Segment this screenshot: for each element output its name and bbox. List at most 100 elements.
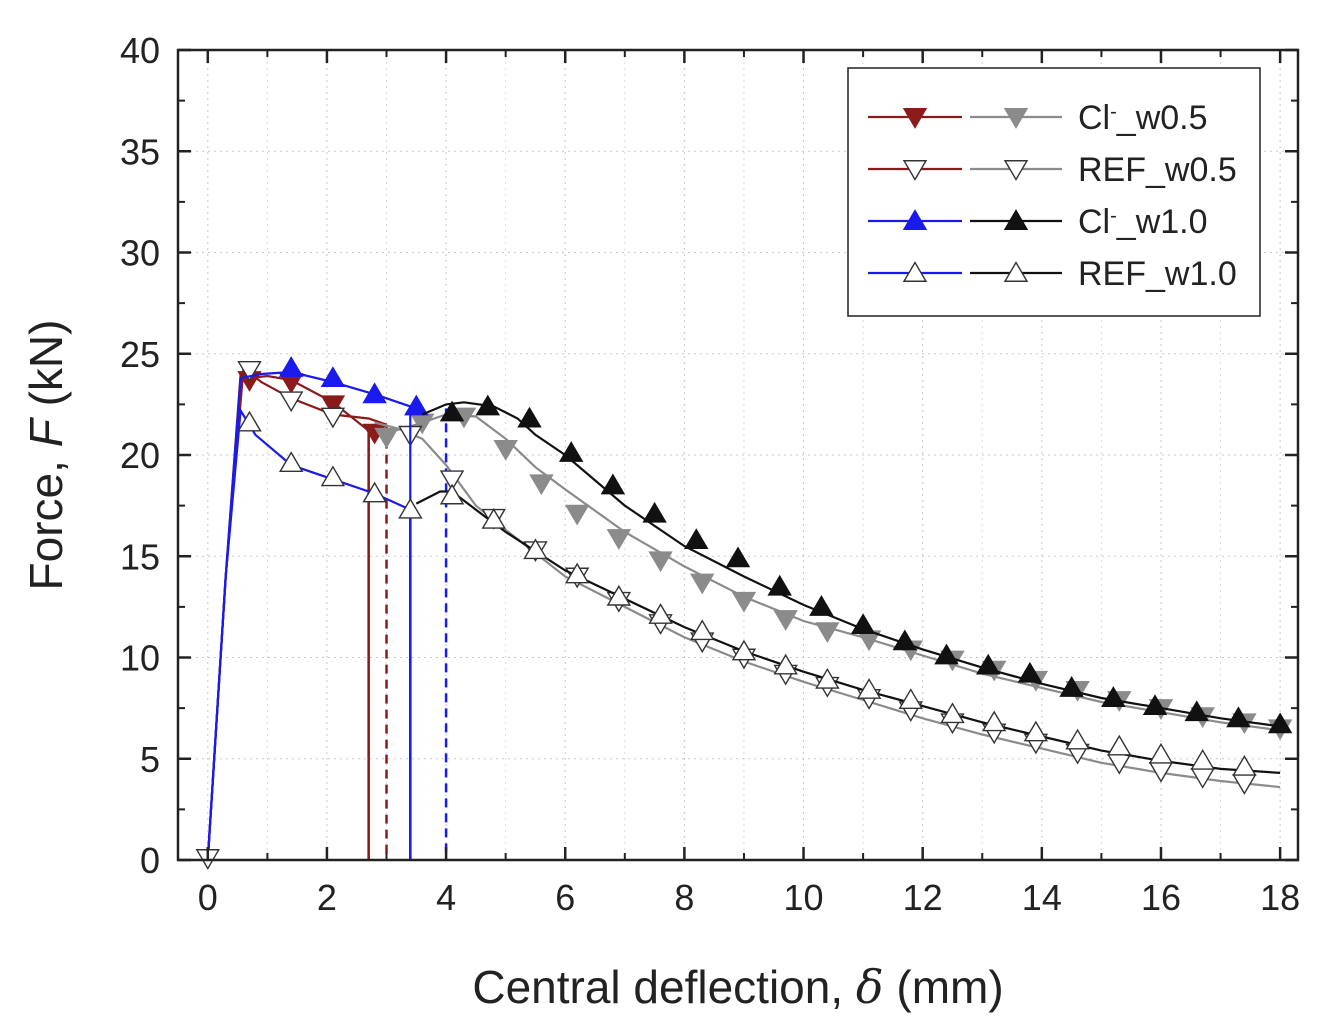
series-marker: [892, 629, 918, 651]
legend: Cl-_w0.5 REF_w0.5 Cl-_w1.0 REF_w1.0: [847, 67, 1261, 317]
series-marker: [1107, 734, 1132, 756]
series-marker: [475, 394, 501, 416]
series-marker: [1148, 742, 1174, 764]
y-tick-label: 35: [120, 131, 160, 172]
legend-samples: [868, 108, 1062, 282]
series-marker: [1267, 712, 1293, 734]
x-axis-title: Central deflection, δ (mm): [472, 960, 1003, 1014]
legend-sample-marker: [902, 261, 928, 282]
series-1: [374, 407, 1293, 741]
series-marker: [642, 501, 667, 523]
series-marker: [1065, 728, 1090, 750]
legend-sample-marker: [902, 209, 928, 230]
series-marker: [320, 395, 346, 417]
x-tick-label: 10: [784, 877, 824, 918]
series-marker: [1142, 694, 1168, 716]
series-marker: [773, 653, 798, 675]
series-marker: [731, 639, 757, 661]
series-marker: [564, 562, 590, 584]
failure-drop-lines: [367, 408, 448, 860]
y-axis-title: Force, F (kN): [20, 320, 72, 591]
x-tick-label: 0: [198, 877, 218, 918]
legend-sample-marker: [1003, 108, 1029, 129]
series-marker: [278, 451, 304, 473]
series-marker: [809, 595, 834, 616]
legend-sample-marker: [1003, 209, 1029, 230]
series-marker: [398, 497, 423, 519]
series-marker: [1232, 755, 1257, 776]
series-marker: [362, 481, 387, 503]
series-marker: [850, 613, 876, 635]
x-tick-label: 8: [674, 877, 694, 918]
axis-ticks: [178, 48, 1298, 862]
series-7: [415, 483, 1281, 776]
x-tick-label: 12: [903, 877, 943, 918]
y-tick-labels: 0 5 10 15 20 25 30 35 40: [120, 30, 160, 881]
series-marker: [320, 366, 346, 387]
y-tick-label: 5: [140, 739, 160, 780]
series-marker: [517, 406, 542, 428]
series-line: [374, 421, 1281, 789]
series-marker: [1017, 661, 1043, 683]
legend-sample-marker: [902, 108, 928, 129]
x-tick-label: 2: [317, 877, 337, 918]
series-marker: [278, 391, 304, 413]
series-marker: [1190, 748, 1215, 770]
legend-sample-marker: [902, 160, 928, 181]
series-marker: [690, 619, 715, 641]
x-tick-label: 16: [1141, 877, 1181, 918]
series-marker: [529, 474, 554, 496]
series-marker: [320, 407, 346, 429]
series-marker: [648, 551, 673, 573]
series-marker: [690, 573, 715, 595]
series-5: [421, 394, 1293, 734]
series-marker: [815, 667, 840, 689]
series-marker: [731, 591, 757, 613]
legend-label-ref-w05: REF_w0.5: [1078, 151, 1237, 189]
series-marker: [815, 622, 840, 644]
series-marker: [773, 610, 798, 631]
series-marker: [1023, 720, 1049, 742]
series-marker: [523, 538, 548, 560]
series-marker: [237, 361, 262, 382]
series-marker: [975, 653, 1001, 675]
x-tick-label: 18: [1260, 877, 1300, 918]
x-tick-labels: 0 2 4 6 8 10 12 14 16 18: [198, 877, 1300, 918]
legend-label-cl-w10: Cl-_w1.0: [1078, 203, 1208, 241]
y-tick-label: 10: [120, 638, 160, 679]
series-marker: [940, 702, 965, 724]
series-marker: [493, 439, 518, 461]
legend-sample-marker: [1003, 160, 1029, 181]
series-marker: [606, 529, 632, 550]
series-marker: [606, 584, 632, 606]
series-marker: [404, 394, 429, 416]
series-marker: [1059, 676, 1084, 697]
x-tick-label: 14: [1022, 877, 1062, 918]
series-marker: [934, 643, 959, 665]
series-marker: [725, 546, 751, 568]
series-marker: [600, 473, 626, 495]
series-marker: [564, 504, 590, 526]
series-line: [206, 372, 370, 861]
series-2: [206, 361, 387, 861]
series-marker: [278, 356, 304, 377]
legend-label-ref-w10: REF_w1.0: [1078, 255, 1237, 293]
series-marker: [439, 400, 465, 422]
legend-sample-marker: [1003, 261, 1029, 282]
series-marker: [981, 710, 1007, 732]
y-tick-label: 0: [140, 840, 160, 881]
y-tick-label: 40: [120, 30, 160, 71]
series-line: [206, 407, 412, 861]
series-marker: [684, 528, 709, 549]
series-marker: [767, 574, 792, 596]
series-marker: [362, 382, 387, 404]
series-marker: [374, 427, 399, 449]
legend-label-cl-w05: Cl-_w0.5: [1078, 99, 1208, 137]
series-marker: [1184, 700, 1209, 722]
series-marker: [439, 470, 465, 492]
x-tick-label: 6: [555, 877, 575, 918]
series-marker: [1101, 686, 1126, 707]
series-marker: [481, 507, 506, 529]
series-marker: [898, 688, 923, 709]
